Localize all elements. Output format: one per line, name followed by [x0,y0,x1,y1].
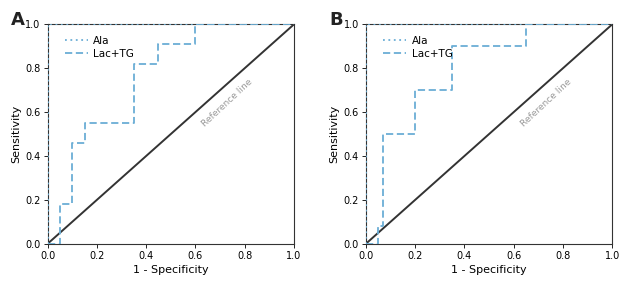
Lac+TG [130,121,138,125]
Legend: Ala, Lac+TG: Ala, Lac+TG [384,36,452,59]
Lac+TG [374,225,382,228]
Ala [290,23,298,26]
Text: Reference line: Reference line [201,78,254,129]
Legend: Ala, Lac+TG: Ala, Lac+TG [65,36,134,59]
Lac+TG [56,202,64,206]
X-axis label: 1 - Specificity: 1 - Specificity [451,265,527,275]
Lac+TG [68,202,76,206]
Lac+TG [448,45,456,48]
Lac+TG [411,88,419,92]
Lac+TG [290,23,298,26]
Ala [362,23,370,26]
Lac+TG [130,62,138,65]
Lac+TG [522,45,530,48]
Ala [44,23,51,26]
Ala [44,242,51,245]
Lac+TG [81,141,88,144]
Line: Ala: Ala [366,24,612,244]
Lac+TG [411,132,419,136]
Ala [522,23,530,26]
Lac+TG [155,42,162,46]
Lac+TG [155,62,162,65]
X-axis label: 1 - Specificity: 1 - Specificity [133,265,209,275]
Lac+TG [81,121,88,125]
Text: A: A [11,11,25,29]
Lac+TG [192,42,199,46]
Line: Lac+TG: Lac+TG [47,24,294,244]
Lac+TG [362,242,370,245]
Text: Reference line: Reference line [519,78,573,129]
Lac+TG [192,23,199,26]
Lac+TG [379,225,387,228]
Lac+TG [522,23,530,26]
Lac+TG [56,242,64,245]
Lac+TG [379,132,387,136]
Ala [522,23,530,26]
Ala [608,23,616,26]
Lac+TG [68,141,76,144]
Line: Lac+TG: Lac+TG [366,24,612,244]
Lac+TG [608,23,616,26]
Line: Ala: Ala [47,24,294,244]
Lac+TG [374,242,382,245]
Lac+TG [44,242,51,245]
Y-axis label: Sensitivity: Sensitivity [11,105,21,163]
Lac+TG [448,88,456,92]
Ala [362,242,370,245]
Text: B: B [329,11,343,29]
Y-axis label: Sensitivity: Sensitivity [329,105,339,163]
